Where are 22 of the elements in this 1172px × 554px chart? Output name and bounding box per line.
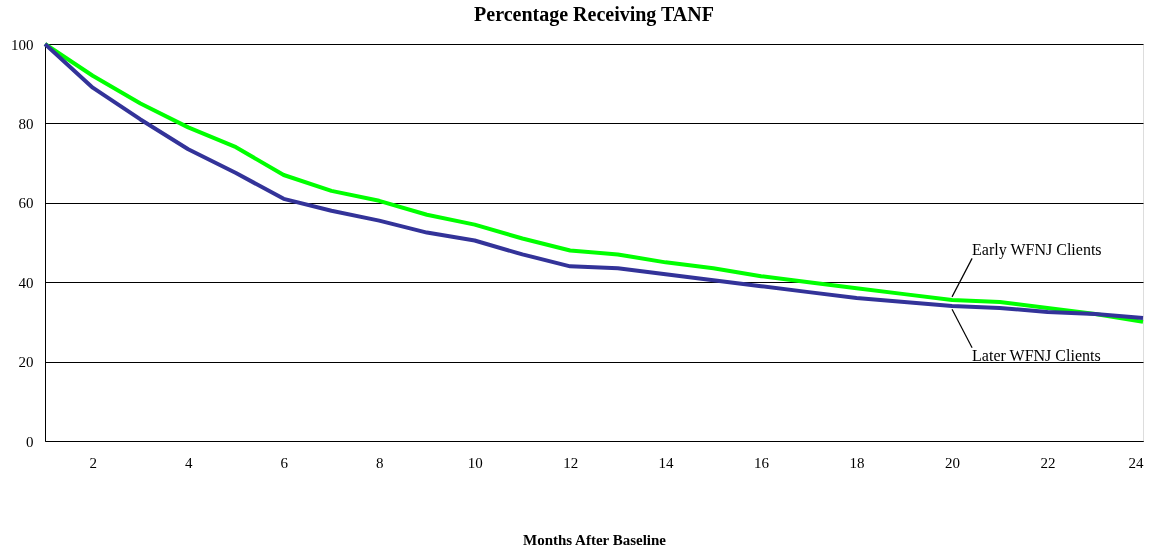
x-tick-label: 18 [849, 454, 865, 471]
x-tick-label: 8 [375, 454, 384, 471]
y-tick-label: 20 [18, 354, 34, 371]
x-tick-label: 24 [1128, 454, 1144, 471]
x-tick-label: 14 [658, 454, 675, 471]
text: Later WFNJ Clients [972, 346, 1101, 364]
x-axis-title: Months After Baseline [522, 531, 667, 548]
x-tick-label: 22 [1040, 454, 1056, 471]
text: Early WFNJ Clients [972, 241, 1102, 260]
y-tick-label: 0 [26, 433, 34, 450]
x-tick-label: 4 [184, 454, 193, 471]
x-tick-label: 6 [280, 454, 289, 471]
y-tick-label: 40 [18, 274, 34, 291]
x-tick-label: 20 [945, 454, 961, 471]
y-tick-label: 60 [18, 195, 34, 212]
x-tick-label: 10 [467, 454, 483, 471]
x-tick-label: 2 [89, 454, 97, 471]
chart-title: Percentage Receiving TANF [474, 3, 714, 26]
y-tick-label: 80 [18, 115, 34, 132]
x-tick-label: 12 [563, 454, 579, 471]
y-tick-label: 100 [11, 36, 34, 53]
x-tick-label: 16 [754, 454, 770, 471]
